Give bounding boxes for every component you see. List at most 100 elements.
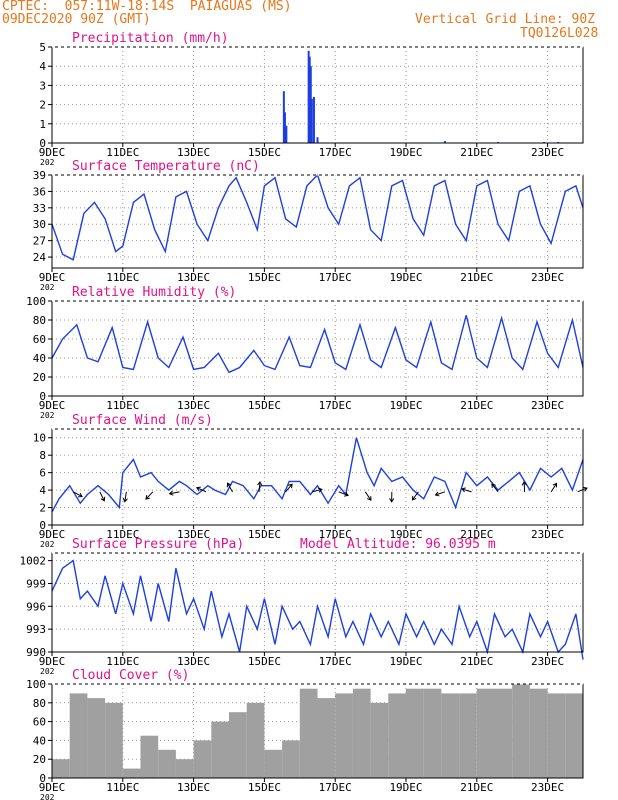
x-tick-label: 13DEC: [177, 271, 210, 284]
cloud-bar: [565, 693, 583, 778]
series-line: [51, 559, 584, 660]
wind-arrow: [550, 483, 557, 493]
x-tick-label: 9DEC: [39, 146, 66, 159]
wind-arrowhead: [78, 492, 83, 498]
wind-arrow: [99, 491, 105, 502]
wind-arrowhead: [317, 487, 323, 493]
cloud-bar: [282, 740, 300, 778]
cloud-bar: [175, 759, 194, 778]
y-tick-label: 996: [26, 600, 46, 613]
x-tick-label: 15DEC: [248, 655, 281, 668]
cloud-bar: [441, 693, 460, 778]
x-tick-label: 21DEC: [460, 146, 493, 159]
cloud-bar: [335, 693, 353, 778]
cloud-bar: [122, 768, 141, 778]
y-tick-label: 990: [26, 646, 46, 659]
cloud-bar: [547, 693, 566, 778]
wind-arrow: [312, 488, 322, 493]
panel-title: Relative Humidity (%): [72, 285, 236, 300]
x-tick-label: 23DEC: [531, 271, 564, 284]
y-tick-label: 999: [26, 577, 46, 590]
x-year-stub: 202: [40, 411, 55, 420]
panel-6: [48, 683, 584, 782]
panel-title: Surface Temperature (nC): [72, 159, 260, 174]
y-tick-label: 0: [39, 519, 46, 532]
x-tick-label: 19DEC: [389, 781, 422, 794]
cloud-bar: [423, 688, 442, 778]
precip-bar: [283, 112, 286, 143]
x-year-stub: 202: [40, 793, 55, 800]
x-tick-label: 19DEC: [389, 655, 422, 668]
y-tick-label: 20: [33, 753, 46, 766]
wind-arrow: [169, 491, 180, 495]
wind-arrowhead: [226, 482, 232, 488]
panel-title: Cloud Cover (%): [72, 668, 189, 683]
y-tick-label: 10: [33, 432, 46, 445]
x-year-stub: 202: [40, 667, 55, 676]
x-tick-label: 17DEC: [319, 399, 352, 412]
x-tick-label: 17DEC: [319, 655, 352, 668]
cloud-bar: [264, 749, 283, 778]
panel-title: Surface Wind (m/s): [72, 413, 213, 428]
wind-arrow: [196, 487, 207, 493]
x-tick-label: 23DEC: [531, 146, 564, 159]
cloud-bar: [529, 688, 548, 778]
y-tick-label: 40: [33, 734, 46, 747]
y-tick-label: 80: [33, 697, 46, 710]
wind-arrowhead: [521, 480, 527, 486]
precip-bar: [316, 137, 319, 143]
x-tick-label: 13DEC: [177, 655, 210, 668]
x-tick-label: 17DEC: [319, 528, 352, 541]
y-tick-label: 40: [33, 352, 46, 365]
wind-arrowhead: [257, 480, 263, 486]
x-tick-label: 21DEC: [460, 655, 493, 668]
wind-arrowhead: [411, 495, 417, 501]
panel-frame: [51, 174, 584, 269]
y-tick-label: 33: [33, 202, 46, 215]
y-tick-label: 60: [33, 333, 46, 346]
cloud-bar: [52, 759, 70, 778]
header-code: TQ0126L028: [520, 26, 599, 41]
cloud-bar: [229, 712, 247, 778]
x-tick-label: 23DEC: [531, 781, 564, 794]
y-tick-label: 2: [39, 502, 46, 515]
wind-arrowhead: [168, 490, 174, 496]
wind-arrow: [461, 488, 472, 493]
wind-arrow: [491, 483, 499, 493]
cloud-bar: [494, 688, 513, 778]
x-year-stub: 202: [40, 283, 55, 292]
x-tick-label: 21DEC: [460, 399, 493, 412]
panel-frame: [51, 46, 584, 144]
series-line: [51, 437, 584, 513]
precip-bar: [312, 96, 315, 143]
x-tick-label: 17DEC: [319, 146, 352, 159]
x-tick-label: 13DEC: [177, 781, 210, 794]
cloud-bar: [512, 684, 530, 778]
y-tick-label: 20: [33, 371, 46, 384]
x-tick-label: 19DEC: [389, 528, 422, 541]
cloud-bar: [140, 735, 159, 778]
wind-arrow: [435, 491, 446, 496]
x-tick-label: 11DEC: [106, 655, 139, 668]
y-tick-label: 100: [26, 678, 46, 691]
x-tick-label: 13DEC: [177, 399, 210, 412]
wind-arrow: [145, 491, 154, 500]
wind-arrowhead: [552, 482, 558, 488]
x-tick-label: 9DEC: [39, 399, 66, 412]
y-tick-label: 993: [26, 623, 46, 636]
x-tick-label: 13DEC: [177, 146, 210, 159]
x-tick-label: 11DEC: [106, 271, 139, 284]
y-tick-label: 30: [33, 218, 46, 231]
cloud-bar: [352, 688, 371, 778]
cloud-bar: [158, 749, 176, 778]
y-tick-label: 27: [33, 235, 46, 248]
series-line: [51, 173, 584, 261]
wind-arrow: [412, 491, 419, 501]
precip-bar: [307, 50, 310, 144]
x-tick-label: 9DEC: [39, 655, 66, 668]
wind-arrowhead: [461, 487, 466, 493]
y-tick-label: 39: [33, 169, 46, 182]
precip-bar: [285, 125, 288, 143]
